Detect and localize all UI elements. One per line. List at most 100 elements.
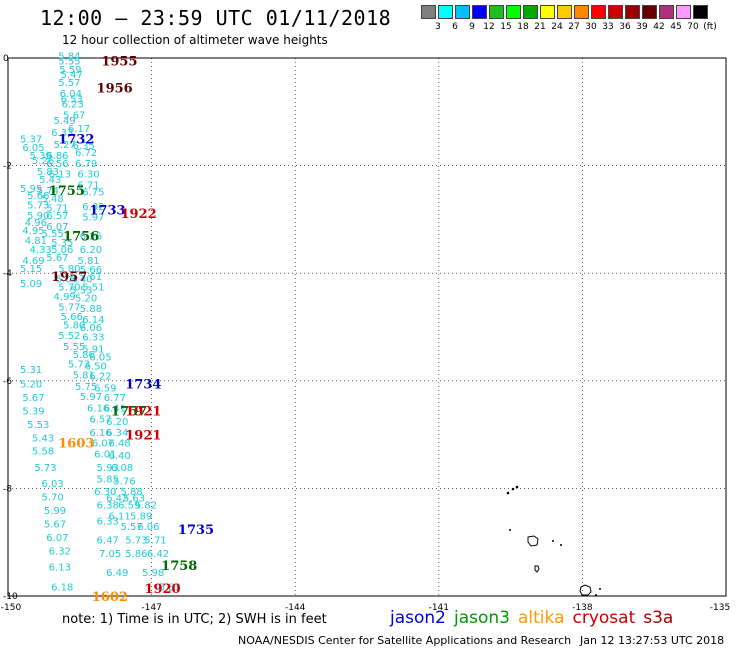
legend-swatch: [676, 5, 691, 19]
pass-time-label: 1734: [125, 377, 161, 392]
legend-swatch: [642, 5, 657, 19]
swh-value: 6.35: [73, 141, 95, 152]
legend-swatch: [693, 5, 708, 19]
island-dot: [599, 588, 601, 590]
swh-value: 5.73: [34, 463, 56, 474]
island-dot: [552, 540, 554, 542]
legend-label: 21: [534, 22, 546, 32]
legend-swatch: [625, 5, 640, 19]
swh-value: 6.49: [106, 568, 128, 579]
legend-label: 12: [483, 22, 495, 32]
swh-value: 6.26: [80, 232, 102, 243]
lon-tick-label: -138: [572, 603, 593, 613]
swh-value: 5.71: [144, 536, 166, 547]
lat-tick-label: -4: [3, 269, 12, 279]
swh-value: 6.03: [42, 479, 64, 490]
swh-value: 5.58: [32, 447, 54, 458]
legend-label: 18: [517, 22, 529, 32]
legend-label: 36: [619, 22, 631, 32]
page-subtitle: 12 hour collection of altimeter wave hei…: [62, 33, 328, 47]
timestamp-text: Jan 12 13:27:53 UTC 2018: [580, 634, 725, 647]
swh-value: 5.71: [46, 204, 68, 215]
swh-value: 5.40: [70, 275, 92, 286]
swh-value: 6.30: [94, 487, 116, 498]
legend-swatch: [523, 5, 538, 19]
swh-value: 5.90: [27, 211, 49, 222]
swh-value: 7.05: [99, 549, 121, 560]
legend-label: 33: [602, 22, 614, 32]
swh-value: 6.20: [80, 245, 102, 256]
swh-value: 6.53: [61, 94, 83, 105]
lon-tick-label: -150: [1, 603, 22, 613]
swh-value: 6.23: [62, 100, 84, 111]
swh-value: 4.33: [30, 245, 52, 256]
swh-value: 6.48: [109, 439, 131, 450]
swh-value: 5.80: [58, 264, 80, 275]
legend-swatch: [472, 5, 487, 19]
swh-value: 5.70: [42, 492, 64, 503]
swh-value: 5.86: [125, 549, 147, 560]
pass-time-label: 1755: [49, 184, 85, 199]
legend-swatch: [438, 5, 453, 19]
swh-value: 5.09: [20, 279, 42, 290]
swh-value: 6.01: [94, 449, 116, 460]
axis-labels: 0 -2 -4 -6 -8 -10-150 -147 -144 -141 -138 -135: [1, 54, 730, 613]
legend-swatch: [489, 5, 504, 19]
credit-text: NOAA/NESDIS Center for Satellite Applica…: [238, 634, 572, 647]
swh-value: 5.98: [142, 568, 164, 579]
swh-value: 5.67: [46, 253, 68, 264]
swh-value: 6.34: [106, 428, 128, 439]
swh-value: 6.59: [94, 383, 116, 394]
satellite-legend: jason2 jason3 altika cryosat s3a: [390, 608, 681, 628]
swh-value: 5.63: [123, 494, 145, 505]
island-shape: [527, 535, 539, 547]
island-dot: [560, 544, 562, 546]
swh-value: 5.73: [125, 536, 147, 547]
pass-time-label: 1955: [101, 55, 137, 70]
pass-time-label: 1756: [63, 230, 99, 245]
swh-value: 6.59: [118, 501, 140, 512]
pass-time-label: 1957: [51, 270, 87, 285]
swh-value: 5.51: [82, 283, 104, 294]
pass-time-label: 1603: [58, 437, 94, 452]
legend-swatch: [421, 5, 436, 19]
legend-label: 9: [469, 22, 475, 32]
swh-value: 6.02: [82, 202, 104, 213]
swh-value: 5.76: [113, 476, 135, 487]
satellite-name: jason3: [454, 608, 510, 628]
swh-value: 5.47: [61, 70, 83, 81]
map-frame: [7, 57, 727, 597]
swh-value: 5.66: [80, 265, 102, 276]
swh-value: 5.95: [20, 184, 42, 195]
pass-time-label: 1602: [92, 590, 128, 605]
swh-value: 6.42: [147, 549, 169, 560]
swh-value: 5.67: [63, 110, 85, 121]
swh-value: 5.57: [58, 78, 80, 89]
swh-value: 5.75: [75, 382, 97, 393]
swh-value: 6.05: [22, 143, 44, 154]
swh-value: 6.14: [82, 315, 104, 326]
swh-value: 5.66: [27, 191, 49, 202]
swh-value: 5.39: [22, 406, 44, 417]
swh-value: 5.73: [68, 360, 90, 371]
legend-swatch: [591, 5, 606, 19]
lon-tick-label: -141: [429, 603, 449, 613]
legend-label: 27: [568, 22, 580, 32]
swh-value: 5.37: [20, 135, 42, 146]
swh-value: 6.77: [104, 393, 126, 404]
swh-value: 5.97: [80, 392, 102, 403]
swh-value: 4.99: [53, 292, 75, 303]
island-dot: [515, 485, 519, 489]
lon-tick-label: -147: [141, 603, 161, 613]
legend-label: 39: [636, 22, 648, 32]
swh-value: 5.53: [27, 420, 49, 431]
lat-tick-label: -6: [3, 377, 12, 387]
swh-value: 6.18: [51, 582, 73, 593]
swh-value: 5.81: [77, 256, 99, 267]
swh-value: 5.91: [82, 345, 104, 356]
footer-note: note: 1) Time is in UTC; 2) SWH is in fe…: [62, 612, 327, 627]
swh-labels: 5.845.555.595.475.576.046.536.235.675.49…: [20, 51, 181, 593]
swh-value: 6.41: [104, 404, 126, 415]
